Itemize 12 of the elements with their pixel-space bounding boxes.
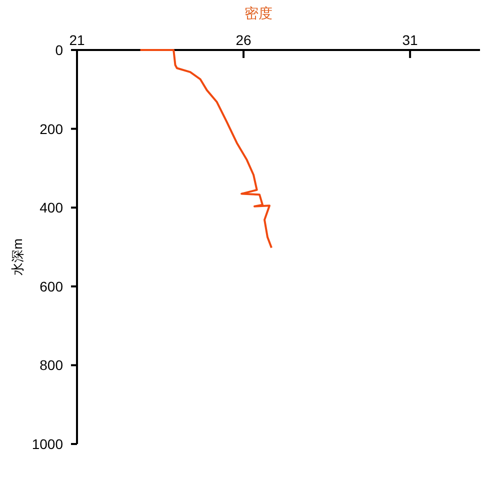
line-series [139,49,273,249]
y-tick-label: 1000 [32,436,64,452]
x-tick-label: 26 [236,32,252,48]
y-tick-label: 0 [55,42,64,58]
y-tick-label: 600 [40,278,64,294]
y-tick-label: 400 [40,200,64,216]
y-tick-label: 800 [40,357,64,374]
x-tick-label: 21 [69,32,85,48]
x-axis-title: 密度 [244,5,272,21]
x-tick-label: 31 [402,32,418,48]
y-axis-title: 水深m [10,238,25,276]
y-tick-label: 200 [40,120,64,137]
